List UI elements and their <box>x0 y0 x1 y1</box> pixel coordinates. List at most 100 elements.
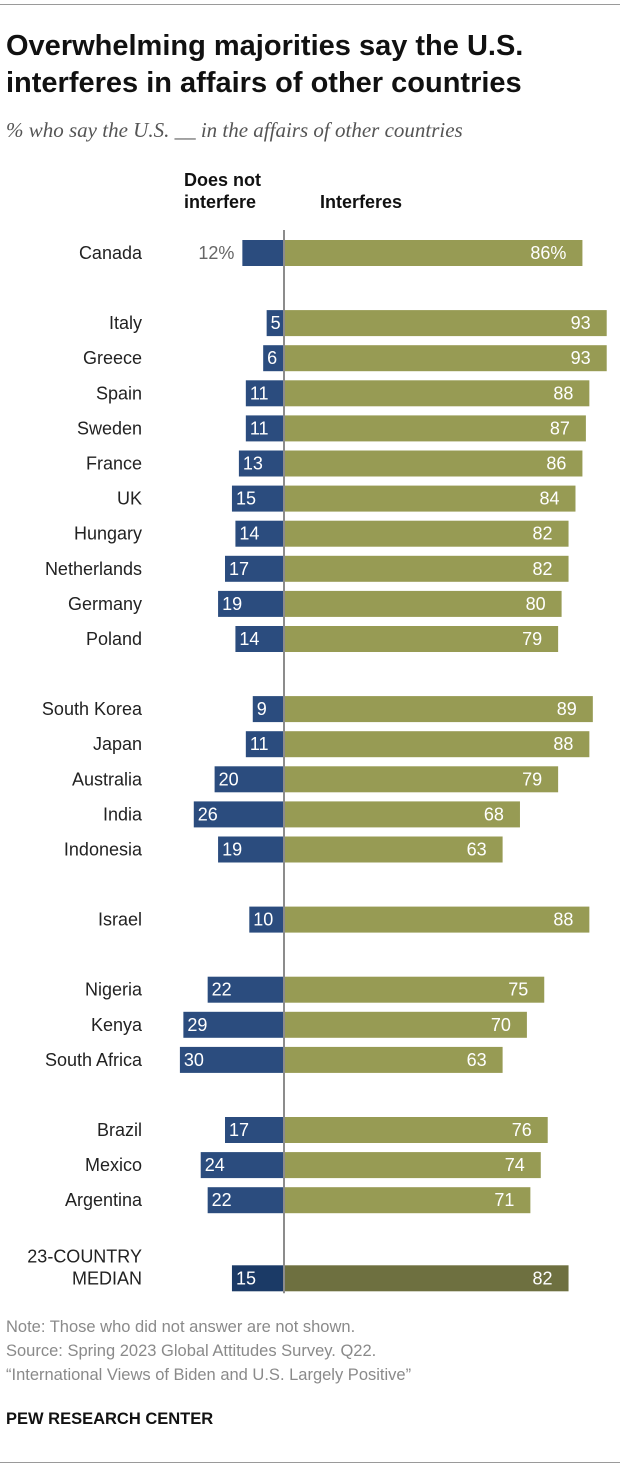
country-label: Sweden <box>77 418 142 438</box>
value-label-does-not-interfere: 15 <box>236 489 256 509</box>
country-label: 23-COUNTRY <box>27 1246 142 1266</box>
bar-interferes <box>284 310 607 337</box>
top-rule <box>0 4 620 5</box>
bar-does-not-interfere <box>200 1152 284 1179</box>
country-label: Israel <box>98 910 142 930</box>
country-label: Brazil <box>97 1120 142 1140</box>
bar-interferes <box>284 1046 503 1073</box>
value-label-interferes: 79 <box>522 769 542 789</box>
bar-does-not-interfere <box>207 1187 284 1214</box>
bar-does-not-interfere <box>245 380 284 407</box>
country-label: Australia <box>72 769 143 789</box>
country-label: Netherlands <box>45 559 142 579</box>
value-label-interferes: 84 <box>539 489 559 509</box>
bar-interferes <box>284 696 593 723</box>
bar-interferes <box>284 240 583 266</box>
country-label: Indonesia <box>64 840 143 860</box>
bar-does-not-interfere <box>235 626 284 652</box>
value-label-interferes: 88 <box>553 910 573 930</box>
bar-interferes <box>284 906 590 933</box>
value-label-does-not-interfere: 19 <box>222 840 242 860</box>
country-label: Argentina <box>65 1190 143 1210</box>
bar-interferes <box>284 976 545 1003</box>
country-label: Kenya <box>91 1015 143 1035</box>
value-label-interferes: 82 <box>533 559 553 579</box>
bar-interferes <box>284 450 583 477</box>
country-label: Canada <box>79 243 143 263</box>
legend-interferes: Interferes <box>320 192 402 212</box>
value-label-interferes: 63 <box>467 1050 487 1070</box>
country-label: Japan <box>93 734 142 754</box>
bar-does-not-interfere <box>238 450 284 477</box>
country-label: Germany <box>68 594 142 614</box>
value-label-does-not-interfere: 19 <box>222 594 242 614</box>
bar-does-not-interfere <box>252 696 284 723</box>
bar-does-not-interfere <box>235 520 284 547</box>
bar-interferes <box>284 766 559 793</box>
value-label-does-not-interfere: 11 <box>250 734 269 754</box>
brand-logo-text: PEW RESEARCH CENTER <box>6 1410 214 1428</box>
bar-interferes <box>284 801 520 828</box>
bar-interferes <box>284 1011 527 1038</box>
value-label-does-not-interfere: 24 <box>205 1155 225 1175</box>
value-label-interferes: 80 <box>526 594 546 614</box>
bar-interferes <box>284 1187 531 1214</box>
bar-interferes <box>284 415 586 442</box>
bar-interferes <box>284 836 503 863</box>
value-label-interferes: 68 <box>484 804 504 824</box>
country-label: Nigeria <box>85 980 143 1000</box>
value-label-does-not-interfere: 13 <box>243 454 263 474</box>
value-label-does-not-interfere: 9 <box>257 699 267 719</box>
country-label: South Korea <box>42 699 143 719</box>
bar-does-not-interfere <box>193 801 284 828</box>
country-label: Spain <box>96 383 142 403</box>
bar-does-not-interfere <box>214 766 284 793</box>
bar-does-not-interfere <box>218 836 284 863</box>
country-label: Italy <box>109 313 142 333</box>
bar-does-not-interfere <box>245 415 284 442</box>
bar-does-not-interfere <box>249 906 284 933</box>
value-label-interferes: 82 <box>533 524 553 544</box>
value-label-interferes: 93 <box>571 313 591 333</box>
value-label-does-not-interfere: 17 <box>229 1120 249 1140</box>
value-label-interferes: 88 <box>553 734 573 754</box>
bar-interferes <box>284 485 576 512</box>
bar-does-not-interfere <box>245 731 284 758</box>
value-label-does-not-interfere: 5 <box>271 313 281 333</box>
bar-interferes <box>284 520 569 547</box>
chart-title: Overwhelming majorities say the U.S. int… <box>6 30 524 99</box>
bar-interferes <box>284 731 590 758</box>
value-label-interferes: 63 <box>467 840 487 860</box>
bar-does-not-interfere <box>225 555 284 582</box>
value-label-interferes: 86 <box>546 454 566 474</box>
bar-does-not-interfere <box>183 1011 284 1038</box>
country-label: Greece <box>83 348 142 368</box>
value-label-does-not-interfere: 11 <box>250 383 269 403</box>
bottom-rule <box>0 1462 620 1463</box>
value-label-does-not-interfere: 14 <box>239 629 259 649</box>
value-label-interferes: 75 <box>508 980 528 1000</box>
value-label-does-not-interfere: 12% <box>198 243 234 263</box>
value-label-does-not-interfere: 29 <box>187 1015 207 1035</box>
note-text: Note: Those who did not answer are not s… <box>6 1318 356 1336</box>
source-text: Source: Spring 2023 Global Attitudes Sur… <box>6 1342 377 1360</box>
value-label-interferes: 71 <box>494 1190 514 1210</box>
value-label-does-not-interfere: 30 <box>184 1050 204 1070</box>
bar-does-not-interfere <box>207 976 284 1003</box>
value-label-interferes: 79 <box>522 629 542 649</box>
value-label-interferes: 70 <box>491 1015 511 1035</box>
country-label: India <box>103 804 143 824</box>
value-label-interferes: 74 <box>505 1155 525 1175</box>
value-label-does-not-interfere: 14 <box>239 524 259 544</box>
diverging-bar-chart: Does not interfere Interferes Canada 12% 86% I… <box>27 170 607 1294</box>
chart-subtitle: % who say the U.S. __ in the affairs of … <box>6 118 463 142</box>
legend-does-not-interfere: Does not interfere <box>184 170 261 212</box>
bar-interferes <box>284 1265 569 1292</box>
value-label-interferes: 89 <box>557 699 577 719</box>
bar-does-not-interfere <box>225 1117 284 1143</box>
country-label: South Africa <box>45 1050 143 1070</box>
country-label: Hungary <box>74 524 142 544</box>
bar-interferes <box>284 1117 548 1143</box>
bar-interferes <box>284 345 607 372</box>
bar-does-not-interfere <box>231 485 284 512</box>
